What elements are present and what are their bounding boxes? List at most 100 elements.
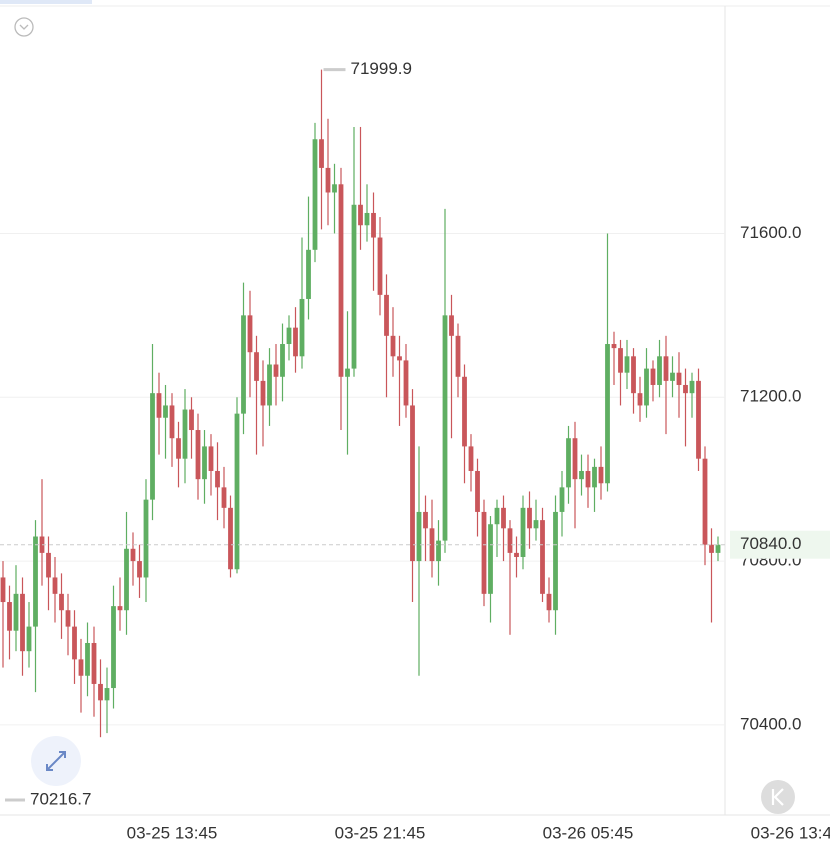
candle-body <box>540 520 545 594</box>
top-tab <box>0 0 92 4</box>
current-price-label: 70840.0 <box>740 534 801 553</box>
candle-body <box>403 360 409 406</box>
candle-body <box>104 688 110 701</box>
candle-body <box>319 139 324 168</box>
candle-body <box>111 606 116 689</box>
candle-body <box>293 327 298 357</box>
candle-body <box>332 184 337 193</box>
candle-body <box>26 626 32 652</box>
candle-body <box>7 602 12 631</box>
candle-body <box>247 315 253 353</box>
candle-body <box>436 540 441 562</box>
candle-body <box>176 438 181 459</box>
candle-body <box>637 393 643 406</box>
kline-icon <box>771 788 784 806</box>
collapse-chevron <box>19 24 29 30</box>
candle-body <box>91 642 97 684</box>
candle-body <box>689 380 695 394</box>
candle-body <box>442 315 448 541</box>
candle-body <box>475 470 480 512</box>
candle-body <box>390 335 396 357</box>
candle-body <box>384 294 389 336</box>
candle-body <box>462 376 467 447</box>
candle-body <box>20 593 25 652</box>
grid <box>0 232 725 726</box>
candle-body <box>33 536 38 627</box>
candle-body <box>156 393 162 418</box>
candle-body <box>273 364 279 377</box>
candle-body <box>72 626 77 660</box>
candle-body <box>13 593 19 631</box>
candle-body <box>0 577 6 603</box>
candle-body <box>137 561 142 578</box>
candle-body <box>234 413 240 570</box>
candle-body <box>481 511 487 594</box>
candle-body <box>670 372 675 381</box>
candle-body <box>644 368 649 406</box>
candle-body <box>676 372 682 385</box>
collapse-icon[interactable] <box>14 17 34 37</box>
candle-body <box>618 348 623 373</box>
candle-body <box>663 356 669 381</box>
candle-body <box>182 409 188 459</box>
candle-body <box>605 344 610 484</box>
candle-body <box>52 577 58 594</box>
candle-body <box>78 659 84 676</box>
candle-body <box>364 212 370 226</box>
candle-body <box>611 344 617 349</box>
candle-body <box>423 511 428 529</box>
x-tick-label: 03-25 21:45 <box>335 823 426 842</box>
candle-body <box>572 438 578 480</box>
candle-body <box>312 139 318 250</box>
y-tick-label: 70400.0 <box>740 714 801 733</box>
candle-body <box>195 430 201 480</box>
candle-body <box>455 335 461 377</box>
candle-body <box>715 544 721 553</box>
candle-body <box>488 524 493 594</box>
expand-icon <box>46 751 66 771</box>
candle-body <box>306 249 311 299</box>
kline-button[interactable] <box>761 780 795 814</box>
y-tick-label: 71200.0 <box>740 387 801 406</box>
candle-body <box>702 458 708 545</box>
candle-body <box>241 315 246 414</box>
candles <box>0 69 721 738</box>
candle-body <box>371 212 376 238</box>
x-tick-label: 03-25 13:45 <box>127 823 218 842</box>
candle-body <box>46 552 51 578</box>
candle-body <box>527 507 532 529</box>
candle-body <box>416 511 422 562</box>
candle-body <box>221 487 227 508</box>
candle-body <box>507 528 513 553</box>
candle-body <box>631 356 636 394</box>
candle-body <box>280 344 285 377</box>
candle-body <box>254 352 259 381</box>
candle-body <box>657 356 662 385</box>
candle-body <box>501 507 506 529</box>
candle-body <box>650 368 656 385</box>
candle-body <box>520 507 526 557</box>
candle-body <box>169 405 175 439</box>
candle-body <box>624 356 630 373</box>
x-tick-label: 03-26 05:45 <box>543 823 634 842</box>
candle-body <box>345 368 350 377</box>
candle-body <box>215 470 220 488</box>
candle-body <box>143 499 149 578</box>
candle-body <box>429 528 435 562</box>
candle-body <box>494 507 500 525</box>
candle-body <box>468 446 474 471</box>
candle-body <box>338 184 344 377</box>
candle-body <box>410 405 415 562</box>
candle-body <box>163 405 168 418</box>
candle-body <box>709 544 714 553</box>
candle-body <box>358 204 363 226</box>
candle-body <box>202 446 207 480</box>
candle-body <box>98 683 103 701</box>
candle-body <box>59 593 64 611</box>
candle-body <box>559 487 565 512</box>
overlay: 71999.9 70216.7 <box>0 59 725 808</box>
candle-body <box>85 642 90 676</box>
